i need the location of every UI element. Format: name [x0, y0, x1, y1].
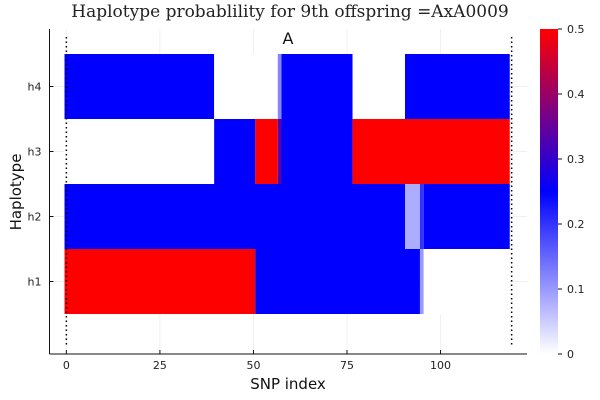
x-tick-label: 0 — [63, 359, 70, 372]
heatmap-cell-h1 — [64, 249, 256, 314]
x-ticks: 0 25 50 75 100 — [63, 350, 451, 372]
heatmap-cell-h3 — [352, 119, 510, 184]
y-tick-label: h4 — [28, 81, 42, 94]
heatmap-cell-h4 — [352, 54, 405, 119]
colorbar-tick-label: 0.4 — [567, 88, 585, 101]
colorbar-tick-label: 0.2 — [567, 218, 585, 231]
heatmap-cell-h3 — [214, 119, 256, 184]
heatmap-cell-h1 — [423, 249, 510, 314]
heatmap-cell-h1 — [255, 249, 420, 314]
colorbar-tick-label: 0.5 — [567, 23, 585, 36]
x-tick-label: 75 — [340, 359, 354, 372]
heatmap-cell-h4 — [64, 54, 215, 119]
annotation-text: A — [283, 29, 294, 48]
x-tick-label: 50 — [246, 359, 260, 372]
heatmap-cell-h2 — [419, 184, 424, 249]
heatmap-cells — [64, 54, 510, 314]
heatmap-cell-h4 — [277, 54, 282, 119]
colorbar-tick-label: 0 — [567, 348, 574, 361]
heatmap-cell-h1 — [419, 249, 424, 314]
heatmap-cell-h3 — [281, 119, 353, 184]
heatmap-cell-h3 — [255, 119, 278, 184]
heatmap-cell-h2 — [64, 184, 405, 249]
heatmap-cell-h3 — [277, 119, 282, 184]
x-tick-label: 100 — [430, 359, 451, 372]
colorbar-tick-label: 0.1 — [567, 283, 585, 296]
y-axis-label: Haplotype — [7, 154, 25, 231]
heatmap-cell-h3 — [64, 119, 215, 184]
chart-title: Haplotype probablility for 9th offspring… — [71, 2, 508, 22]
x-tick-label: 25 — [153, 359, 167, 372]
colorbar — [540, 29, 558, 354]
heatmap-cell-h2 — [423, 184, 510, 249]
heatmap-cell-h4 — [281, 54, 353, 119]
heatmap-cell-h4 — [214, 54, 278, 119]
colorbar-ticks: 0 0.1 0.2 0.3 0.4 0.5 — [558, 23, 585, 361]
colorbar-tick-label: 0.3 — [567, 153, 585, 166]
heatmap-cell-h4 — [404, 54, 510, 119]
y-ticks: h1 h2 h3 h4 — [28, 81, 54, 289]
y-tick-label: h1 — [28, 276, 42, 289]
y-tick-label: h3 — [28, 146, 42, 159]
heatmap-cell-h2 — [404, 184, 420, 249]
x-axis-label: SNP index — [250, 375, 326, 393]
y-tick-label: h2 — [28, 211, 42, 224]
